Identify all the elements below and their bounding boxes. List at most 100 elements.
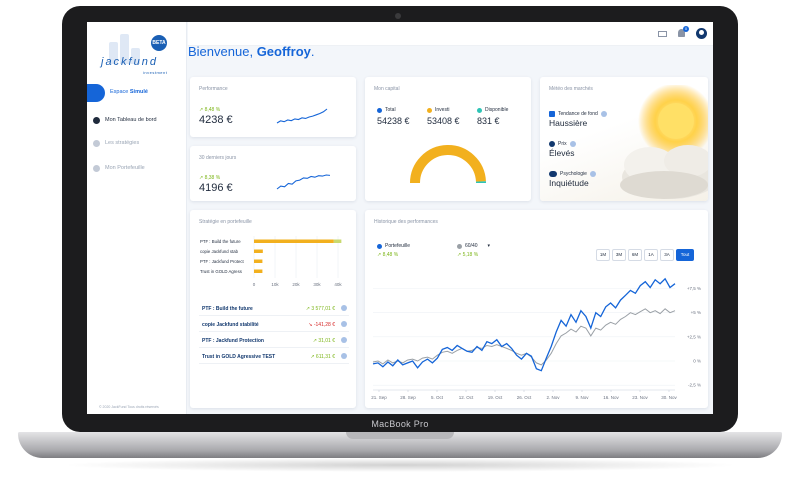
trend-icon [549, 111, 555, 117]
sidebar-item-strategies[interactable]: Les stratégies [93, 137, 139, 149]
series-line-benchmark [372, 308, 676, 366]
wallet-icon [93, 164, 100, 172]
x-tick-label: 28. Sep [400, 395, 416, 400]
capital-card: Mon capital Total 54238 € Investi 53408 … [365, 77, 531, 201]
page-title: Bienvenue, Geoffroy. [188, 44, 314, 59]
legend-change: ↗ 5,18 % [457, 252, 479, 258]
invested-label: Investi [435, 107, 450, 113]
laptop-notch [346, 432, 454, 439]
series-line-portfolio [372, 277, 676, 372]
legend-name: Portefeuille [385, 243, 411, 249]
bar [333, 239, 342, 243]
price-icon [549, 141, 555, 147]
strategy-bar-chart: 0 10k 20k 30k 40k PTF : Build the future copie… [200, 236, 342, 287]
last-30-sparkline [276, 174, 331, 190]
info-icon[interactable] [341, 337, 347, 343]
device-brand-label: MacBook Pro [371, 419, 429, 429]
camera-icon [395, 13, 401, 19]
active-indicator [87, 84, 105, 102]
strategy-row[interactable]: Trust in GOLD Agressive TEST ↗ 611,31 € [199, 350, 349, 364]
card-title: Mon capital [374, 86, 400, 92]
portfolio-dot-icon [377, 243, 382, 249]
x-tick-label: 30. Nov [661, 395, 677, 400]
logo-bars-icon [109, 34, 145, 64]
performance-card[interactable]: Performance ↗ 8,48 % 4238 € [190, 77, 356, 137]
market-weather-card: Météo des marchés Tendance de fond Hauss… [540, 77, 708, 201]
info-icon[interactable] [600, 111, 607, 117]
strategy-change: ↘ -141,28 € [308, 322, 335, 328]
info-icon[interactable] [341, 321, 347, 327]
strategy-row[interactable]: copie Jackfund stabilité ↘ -141,28 € [199, 318, 349, 332]
top-bar: 0 [188, 22, 713, 46]
x-tick-label: 12. Oct [459, 395, 474, 400]
psychology-icon [549, 171, 557, 177]
range-button-3a[interactable]: 3A [660, 249, 674, 261]
copyright-text: © 2020 JackFund Tous droits réservés [99, 405, 159, 409]
last-30-days-card[interactable]: 30 derniers jours ↗ 8,38 % 4196 € [190, 146, 356, 201]
bar [254, 259, 263, 263]
benchmark-dot-icon [457, 243, 462, 249]
bar [254, 239, 334, 243]
strategy-row[interactable]: PTF : Jackfund Protection ↗ 31,01 € [199, 334, 349, 348]
y-tick-label: +7,5 % [687, 286, 701, 291]
notifications-button[interactable]: 0 [677, 26, 689, 38]
sidebar-item-emphasis: Simulé [129, 89, 148, 95]
x-tick-label: 23. Nov [632, 395, 648, 400]
weather-label: Tendance de fond [558, 111, 598, 117]
user-name: Geoffroy [256, 44, 311, 59]
range-button-tout[interactable]: Tout [676, 249, 694, 261]
sidebar-item-portfolio[interactable]: Mon Portefeuille [93, 162, 145, 174]
jackfund-logo[interactable]: jackfund investment BETA [99, 32, 175, 82]
logo-text: jackfund [101, 56, 158, 68]
total-value: 54238 € [377, 116, 410, 126]
range-button-1a[interactable]: 1A [644, 249, 658, 261]
total-label: Total [385, 107, 396, 113]
strategy-row[interactable]: PTF : Build the future ↗ 3 577,01 € [199, 302, 349, 316]
gauge-invested-arc [410, 145, 486, 184]
messages-button[interactable] [658, 29, 667, 38]
total-dot-icon [377, 107, 382, 113]
category-label: Trust in GOLD Agress [200, 269, 242, 274]
tick-label: 30k [313, 282, 321, 287]
info-icon[interactable] [569, 141, 576, 147]
info-icon[interactable] [341, 353, 347, 359]
strategy-name: PTF : Jackfund Protection [202, 338, 264, 344]
performance-history-card: Historique des performances Portefeuille… [365, 210, 708, 408]
weather-value: Haussière [549, 118, 588, 128]
tick-label: 0 [253, 282, 256, 287]
range-button-6m[interactable]: 6M [628, 249, 642, 261]
card-title: 30 derniers jours [199, 155, 237, 161]
available-value: 831 € [477, 116, 500, 126]
range-button-3m[interactable]: 3M [612, 249, 626, 261]
capital-gauge [410, 145, 486, 184]
user-avatar[interactable] [696, 28, 707, 39]
bar [254, 249, 263, 253]
capital-total: Total 54238 € [377, 107, 410, 126]
legend-change: ↗ 8,48 % [377, 252, 399, 258]
category-label: PTF : Jackfund Protect [200, 259, 245, 264]
strategy-change: ↗ 31,01 € [312, 338, 335, 344]
y-tick-label: +2,5 % [687, 334, 701, 339]
strategy-name: copie Jackfund stabilité [202, 322, 259, 328]
available-label: Disponible [485, 107, 509, 113]
benchmark-select[interactable]: 60/40 ▾ [465, 243, 490, 249]
tick-label: 40k [334, 282, 342, 287]
range-button-1m[interactable]: 1M [596, 249, 610, 261]
sidebar-item-espace-simule[interactable]: Espace Simulé [87, 84, 187, 102]
x-tick-label: 19. Oct [488, 395, 503, 400]
laptop-shadow [60, 458, 740, 472]
sidebar-item-dashboard[interactable]: Mon Tableau de bord [93, 114, 157, 126]
x-tick-label: 16. Nov [603, 395, 619, 400]
x-tick-label: 9. Nov [575, 395, 589, 400]
invested-value: 53408 € [427, 116, 460, 126]
x-tick-label: 2. Nov [546, 395, 560, 400]
capital-invested: Investi 53408 € [427, 107, 460, 126]
benchmark-select-value: 60/40 [465, 243, 478, 249]
envelope-icon [658, 31, 667, 37]
card-title: Météo des marchés [549, 86, 593, 92]
info-icon[interactable] [589, 171, 596, 177]
sun-cloud-icon [620, 85, 708, 199]
info-icon[interactable] [341, 305, 347, 311]
x-tick-label: 21. Sep [371, 395, 387, 400]
